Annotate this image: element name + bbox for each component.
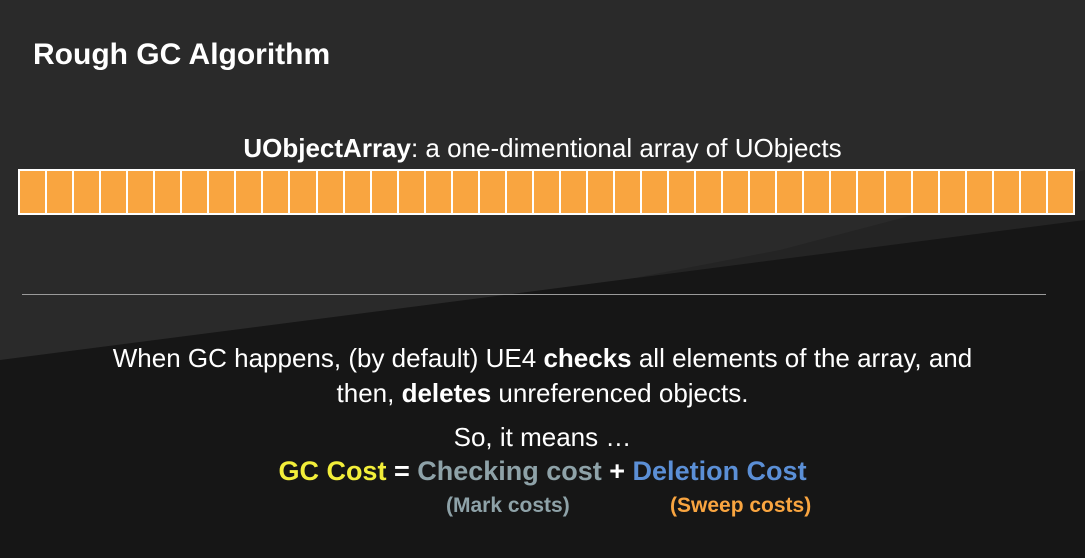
deletes-keyword: deletes (401, 378, 492, 408)
gc-cost-formula: GC Cost = Checking cost + Deletion Cost (0, 456, 1085, 487)
array-cell (642, 171, 670, 213)
array-cell (885, 171, 913, 213)
gc-cost-term: GC Cost (278, 456, 387, 486)
array-cell (587, 171, 616, 213)
mark-costs-label: (Mark costs) (446, 494, 570, 517)
array-cell (858, 171, 886, 213)
description-line-1: When GC happens, (by default) UE4 checks… (112, 343, 973, 373)
array-name: UObjectArray (243, 133, 411, 163)
array-cell (993, 171, 1021, 213)
array-cell (236, 171, 264, 213)
array-cell (777, 171, 805, 213)
checks-keyword: checks (543, 343, 632, 373)
plus-sign: + (601, 456, 633, 486)
array-cell (263, 171, 291, 213)
array-caption-text: : a one-dimentional array of UObjects (410, 133, 842, 163)
divider (22, 294, 1046, 295)
sweep-costs-label: (Sweep costs) (670, 494, 812, 517)
description-line-2: then, deletes unreferenced objects. (336, 378, 749, 408)
array-cell (209, 171, 237, 213)
array-cell (398, 171, 426, 213)
array-cell (723, 171, 751, 213)
array-cell (615, 171, 643, 213)
deletion-cost-term: Deletion Cost (632, 456, 807, 486)
description: When GC happens, (by default) UE4 checks… (0, 341, 1085, 411)
array-cell (669, 171, 697, 213)
equals-sign: = (386, 456, 418, 486)
array-cell (912, 171, 940, 213)
slide-title: Rough GC Algorithm (33, 38, 331, 71)
uobject-array-bar (18, 169, 1075, 215)
array-cell (831, 171, 859, 213)
array-cell (1047, 171, 1073, 213)
array-cell (966, 171, 994, 213)
array-cell (452, 171, 480, 213)
array-cell (128, 171, 156, 213)
array-cell (155, 171, 183, 213)
array-cell (1020, 171, 1048, 213)
array-cell (696, 171, 724, 213)
array-cell (560, 171, 588, 213)
means-text: So, it means … (453, 422, 632, 452)
array-cell (317, 171, 345, 213)
array-cell (182, 171, 210, 213)
array-cell (533, 171, 561, 213)
array-cell (479, 171, 507, 213)
array-cell (290, 171, 318, 213)
array-cell (47, 171, 75, 213)
array-cell (371, 171, 399, 213)
array-cell (101, 171, 129, 213)
array-cell (804, 171, 832, 213)
array-caption: UObjectArray: a one-dimentional array of… (0, 133, 1085, 164)
array-cell (425, 171, 453, 213)
array-cell (750, 171, 778, 213)
array-cell (344, 171, 372, 213)
array-cell (74, 171, 102, 213)
array-cell (506, 171, 534, 213)
checking-cost-term: Checking cost (417, 456, 602, 486)
array-cell (939, 171, 967, 213)
array-cell (20, 171, 48, 213)
